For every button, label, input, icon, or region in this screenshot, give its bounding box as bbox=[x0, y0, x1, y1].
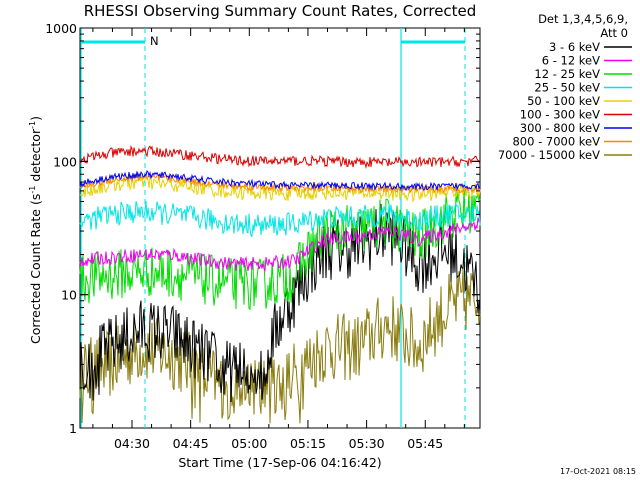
y-tick-label: 100 bbox=[53, 154, 77, 169]
y-tick-label: 10 bbox=[61, 288, 77, 303]
series-lines bbox=[79, 144, 481, 424]
legend-label: 6 - 12 keV bbox=[542, 54, 600, 68]
y-axis-label: Corrected Count Rate (s-1 detector-1) bbox=[28, 116, 43, 344]
series-line bbox=[79, 268, 481, 424]
marker-label: N bbox=[150, 34, 159, 48]
y-tick-label: 1000 bbox=[45, 21, 77, 36]
series-line bbox=[79, 200, 481, 238]
y-axis-ticks: 1 10 100 1000 bbox=[45, 21, 480, 436]
x-axis-label: Start Time (17-Sep-06 04:16:42) bbox=[178, 455, 381, 470]
x-tick-label: 04:30 bbox=[114, 436, 150, 451]
generated-timestamp: 17-Oct-2021 08:15 bbox=[560, 467, 636, 476]
legend-label: 12 - 25 keV bbox=[534, 67, 600, 81]
legend-label: 50 - 100 keV bbox=[527, 94, 600, 108]
legend-label: 25 - 50 keV bbox=[534, 81, 600, 95]
x-tick-label: 04:45 bbox=[173, 436, 209, 451]
series-line bbox=[79, 169, 481, 192]
legend-header-line2: Att 0 bbox=[600, 26, 628, 40]
legend-label: 7000 - 15000 keV bbox=[498, 148, 600, 162]
series-line bbox=[79, 144, 481, 170]
x-tick-label: 05:00 bbox=[231, 436, 267, 451]
plot-frame bbox=[79, 27, 481, 429]
legend-label: 100 - 300 keV bbox=[520, 108, 600, 122]
chart-title: RHESSI Observing Summary Count Rates, Co… bbox=[84, 2, 477, 20]
y-tick-label: 1 bbox=[69, 421, 77, 436]
x-tick-label: 05:45 bbox=[407, 436, 443, 451]
x-tick-label: 05:15 bbox=[290, 436, 326, 451]
x-axis-ticks: 04:30 04:45 05:00 05:15 05:30 05:45 bbox=[92, 28, 465, 451]
legend-header-line1: Det 1,3,4,5,6,9, bbox=[538, 12, 628, 26]
series-line bbox=[79, 217, 481, 273]
legend-label: 300 - 800 keV bbox=[520, 121, 600, 135]
legend-label: 800 - 7000 keV bbox=[512, 135, 600, 149]
legend-label: 3 - 6 keV bbox=[549, 40, 600, 54]
x-tick-label: 05:30 bbox=[349, 436, 385, 451]
